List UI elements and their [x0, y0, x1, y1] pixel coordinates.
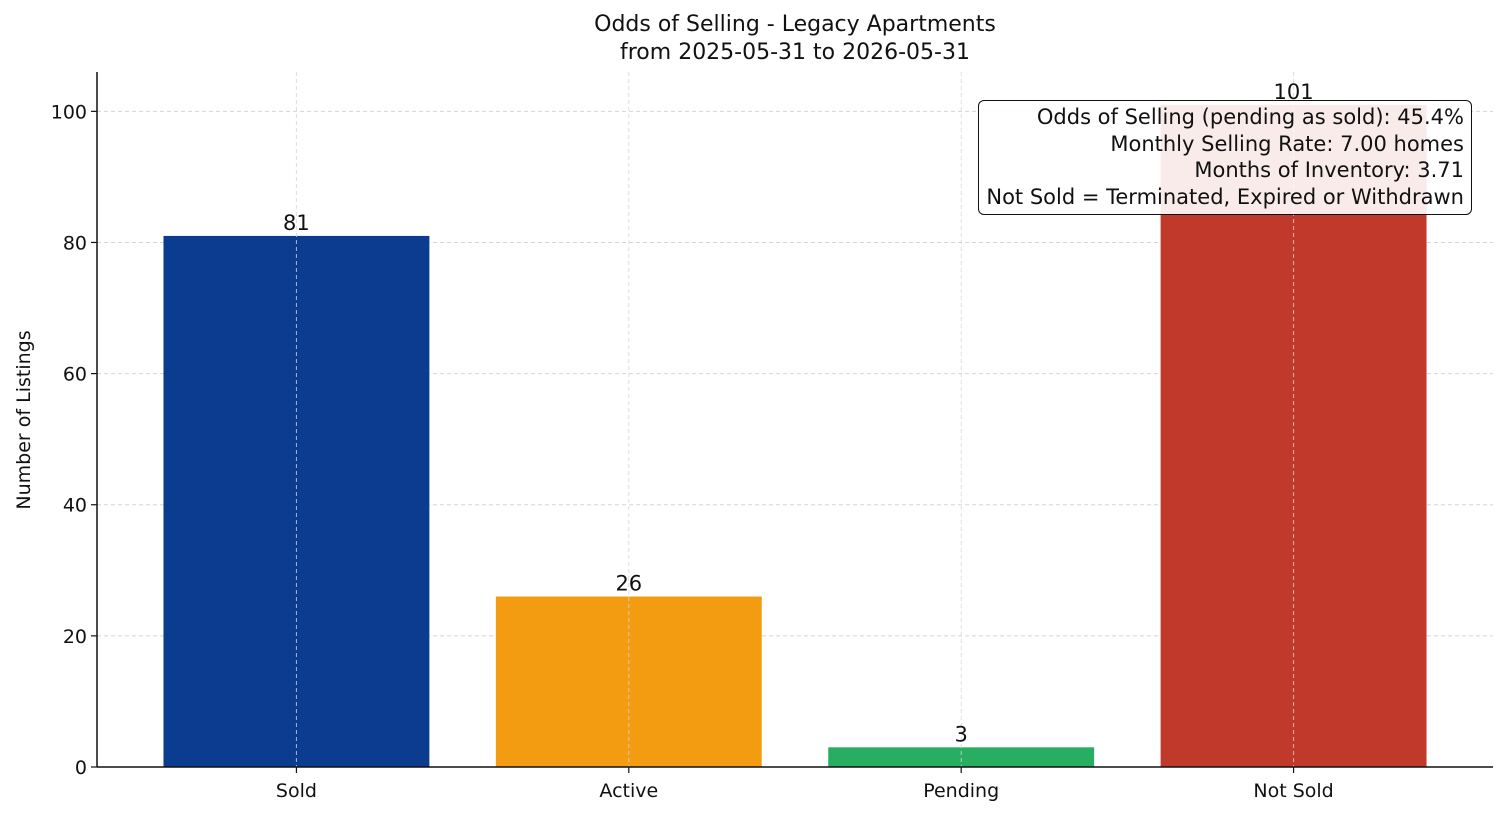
chart-subtitle: from 2025-05-31 to 2026-05-31 [620, 40, 970, 65]
stats-annotation-box: Odds of Selling (pending as sold): 45.4%… [978, 100, 1472, 215]
y-tick-label: 20 [63, 626, 87, 648]
y-tick-label: 80 [63, 232, 87, 254]
bar-value-label: 3 [955, 722, 968, 746]
annotation-line-odds: Odds of Selling (pending as sold): 45.4% [1036, 105, 1464, 129]
bar-value-label: 81 [283, 211, 310, 235]
annotation-line-definition: Not Sold = Terminated, Expired or Withdr… [986, 184, 1464, 209]
y-tick-label: 40 [63, 495, 87, 517]
annotation-line-rate: Monthly Selling Rate: 7.00 homes [1110, 131, 1464, 156]
y-tick-label: 100 [51, 101, 87, 123]
x-tick-label: Sold [276, 780, 317, 802]
x-tick-label: Not Sold [1253, 780, 1333, 802]
x-tick-label: Pending [923, 780, 999, 802]
x-tick-label: Active [599, 780, 658, 802]
y-tick-label: 60 [63, 364, 87, 386]
bar-value-label: 101 [1274, 80, 1314, 104]
chart-title: Odds of Selling - Legacy Apartments [594, 12, 996, 37]
annotation-line-inventory: Months of Inventory: 3.71 [1194, 158, 1464, 182]
bar-pending [828, 747, 1095, 767]
bar-value-label: 26 [615, 572, 642, 596]
y-tick-label: 0 [75, 757, 87, 779]
